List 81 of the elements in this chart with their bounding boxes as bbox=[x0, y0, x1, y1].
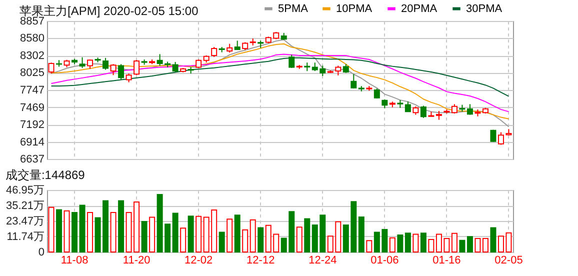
bar bbox=[250, 219, 256, 252]
y-tick-label: 6914 bbox=[20, 136, 44, 148]
bar bbox=[490, 227, 496, 252]
bar bbox=[72, 212, 78, 252]
y-tick-label: 7192 bbox=[20, 119, 44, 131]
candlestick bbox=[466, 104, 473, 116]
legend-label: 20PMA bbox=[401, 2, 438, 15]
candlestick bbox=[172, 61, 178, 72]
bar bbox=[242, 229, 248, 252]
legend-label: 10PMA bbox=[336, 2, 373, 15]
x-tick-label: 12-24 bbox=[308, 254, 337, 266]
candlestick bbox=[490, 129, 496, 142]
y-tick-label: 6637 bbox=[20, 154, 44, 166]
candlestick bbox=[451, 104, 458, 114]
bar bbox=[428, 238, 434, 252]
bar bbox=[459, 240, 466, 252]
bar bbox=[234, 214, 240, 252]
bar bbox=[412, 234, 419, 252]
bar bbox=[180, 228, 186, 252]
x-tick-label: 11-08 bbox=[60, 254, 88, 266]
line-series bbox=[50, 57, 510, 97]
bar bbox=[366, 240, 372, 252]
bar bbox=[404, 232, 411, 252]
bar bbox=[188, 216, 194, 252]
candlestick bbox=[134, 60, 140, 76]
bar bbox=[48, 206, 54, 252]
candlestick bbox=[211, 46, 218, 58]
bar bbox=[149, 216, 156, 252]
candlestick bbox=[102, 57, 109, 70]
bar bbox=[218, 232, 225, 252]
bar bbox=[304, 218, 310, 252]
candlestick bbox=[48, 62, 54, 74]
bar bbox=[397, 234, 404, 252]
x-tick-label: 12-12 bbox=[246, 254, 275, 266]
bar bbox=[482, 238, 488, 252]
y-tick-label: 8025 bbox=[20, 67, 44, 80]
bar bbox=[87, 212, 94, 252]
bar bbox=[258, 227, 264, 252]
bar bbox=[226, 218, 233, 252]
bar bbox=[296, 226, 302, 252]
y-tick-label: 11.74万 bbox=[6, 230, 44, 243]
candlestick bbox=[404, 101, 411, 112]
y-tick-label: 8302 bbox=[20, 50, 44, 62]
chart-title: 成交量:144869 bbox=[5, 168, 86, 182]
candlestick bbox=[420, 105, 426, 118]
bar bbox=[389, 237, 396, 252]
chart-title: 苹果主力[APM] 2020-02-05 15:00 bbox=[20, 4, 199, 18]
y-tick-label: 7747 bbox=[20, 84, 44, 96]
y-tick-label: 46.95万 bbox=[6, 184, 44, 196]
legend-label: 5PMA bbox=[278, 2, 309, 15]
x-tick-label: 01-06 bbox=[370, 254, 399, 266]
candlestick bbox=[79, 56, 86, 68]
bar bbox=[118, 200, 124, 252]
x-tick-label: 12-02 bbox=[184, 254, 213, 266]
bar bbox=[110, 212, 116, 252]
bar bbox=[451, 232, 458, 252]
bar bbox=[64, 210, 70, 252]
line-series bbox=[50, 54, 510, 112]
x-tick-label: 01-16 bbox=[432, 254, 461, 266]
x-tick-label: 02-05 bbox=[494, 254, 523, 266]
bar bbox=[141, 220, 148, 252]
bar bbox=[196, 216, 202, 252]
candlestick bbox=[350, 74, 357, 90]
bar bbox=[466, 236, 473, 252]
x-tick-label: 11-20 bbox=[122, 254, 150, 266]
y-tick-label: 8857 bbox=[20, 16, 44, 28]
y-tick-label: 0 bbox=[38, 246, 44, 258]
y-tick-label: 7469 bbox=[20, 102, 44, 114]
legend-label: 30PMA bbox=[466, 2, 503, 15]
bar bbox=[172, 212, 178, 252]
candlestick bbox=[118, 64, 124, 80]
bar bbox=[474, 238, 481, 252]
bar bbox=[358, 216, 364, 252]
y-tick-label: 23.47万 bbox=[6, 216, 44, 228]
candlestick bbox=[110, 64, 116, 76]
bar bbox=[79, 204, 86, 252]
y-tick-label: 8580 bbox=[20, 32, 44, 45]
candlestick bbox=[288, 54, 295, 68]
bar bbox=[420, 232, 426, 252]
bar bbox=[56, 209, 62, 252]
y-tick-label: 35.21万 bbox=[6, 200, 44, 212]
